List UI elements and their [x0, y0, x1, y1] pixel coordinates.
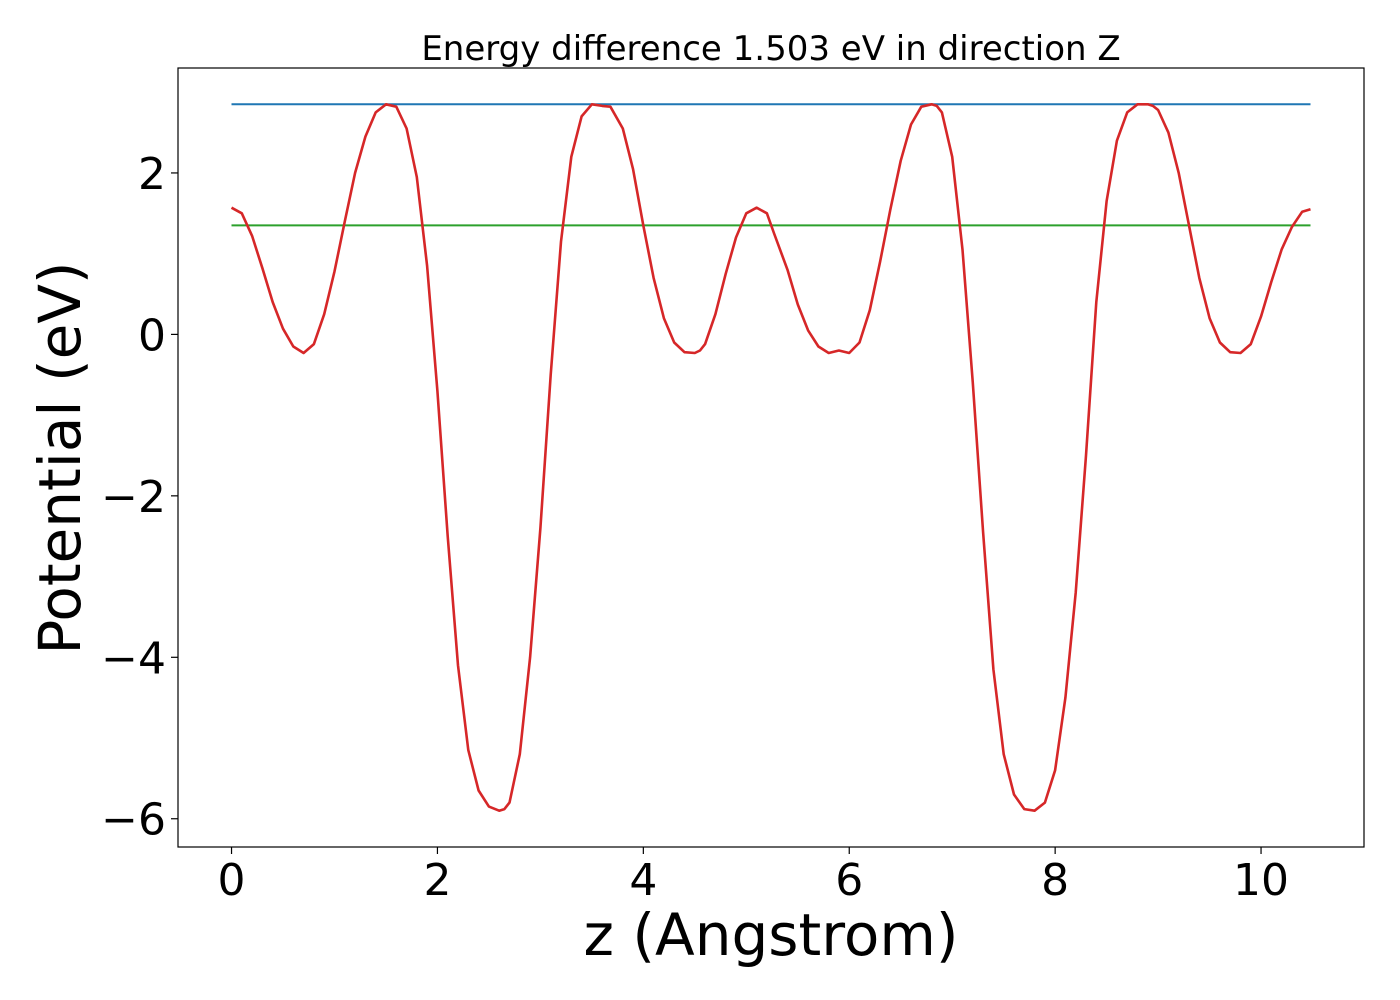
y-tick-label: −2 — [101, 472, 166, 523]
x-tick-label: 0 — [218, 855, 246, 906]
y-axis-label: Potential (eV) — [26, 261, 94, 654]
plot-frame — [177, 67, 1365, 848]
x-tick-label: 8 — [1041, 855, 1069, 906]
y-tick-label: −4 — [101, 633, 166, 684]
axis-ticks: 0 2 4 6 8 10 −6 −4 −2 0 2 — [101, 149, 1289, 906]
x-tick-label: 10 — [1233, 855, 1289, 906]
series-line-potential — [230, 103, 1311, 813]
y-tick-label: 0 — [138, 310, 166, 361]
x-tick-label: 2 — [423, 855, 451, 906]
plot-area — [230, 103, 1311, 813]
x-tick-label: 6 — [835, 855, 863, 906]
y-tick-label: −6 — [101, 795, 166, 846]
chart-title: Energy difference 1.503 eV in direction … — [421, 29, 1120, 69]
y-tick-label: 2 — [138, 149, 166, 200]
x-axis-label: z (Angstrom) — [584, 901, 959, 969]
x-tick-label: 4 — [629, 855, 657, 906]
